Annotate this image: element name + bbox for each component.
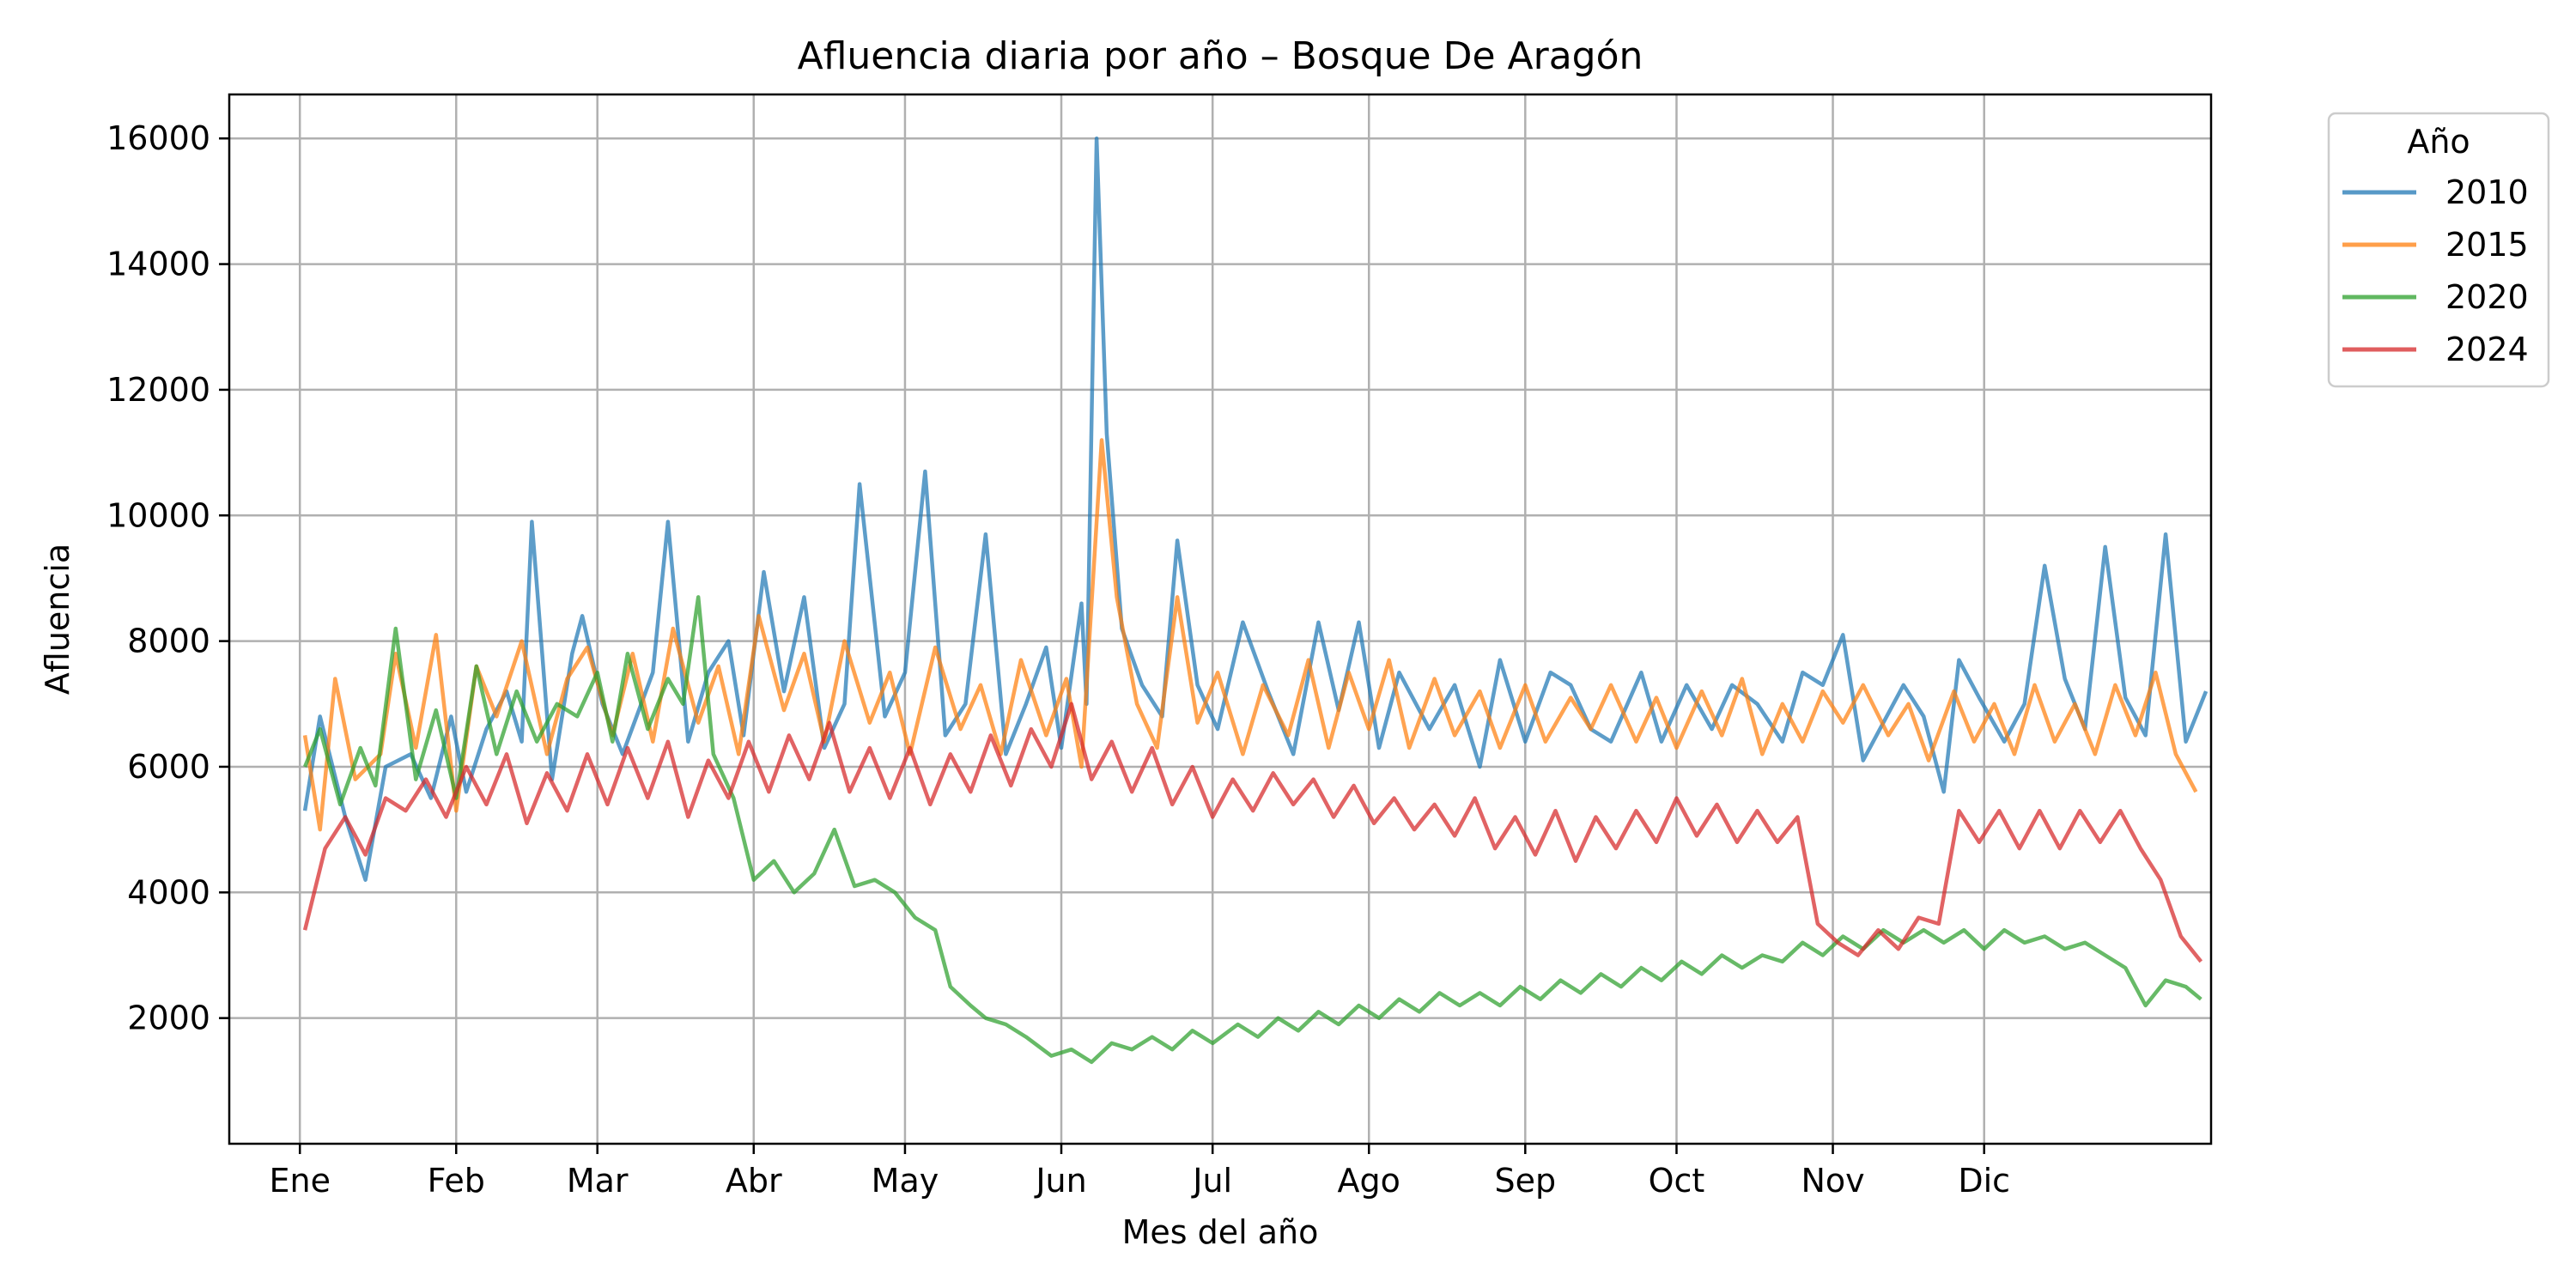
- x-tick-label: Dic: [1958, 1162, 2010, 1200]
- x-tick-label: Mar: [567, 1162, 629, 1200]
- series-lines: [302, 136, 2208, 1065]
- x-axis-ticks: Ene Feb Mar Abr May Jun Jul Ago Sep Oct Nov Dic: [269, 1144, 2010, 1200]
- y-tick-label: 16000: [106, 119, 210, 157]
- y-tick-label: 12000: [106, 371, 210, 409]
- series-line-2020: [303, 595, 2202, 1065]
- x-tick-label: Jul: [1191, 1162, 1232, 1200]
- series-line-2024: [302, 702, 2203, 963]
- x-tick-label: Oct: [1649, 1162, 1705, 1200]
- plot-area-frame: [228, 93, 2213, 1145]
- y-axis-label: Afluencia: [39, 544, 76, 695]
- legend-label-2020: 2020: [2445, 278, 2529, 316]
- legend-title: Año: [2407, 123, 2470, 161]
- legend: Año 2010 2015 2020 2024: [2327, 112, 2550, 388]
- y-tick-label: 8000: [127, 623, 210, 660]
- x-tick-label: May: [872, 1162, 939, 1200]
- chart-title: Afluencia diaria por año – Bosque De Ara…: [798, 34, 1643, 78]
- y-tick-label: 2000: [127, 999, 210, 1037]
- legend-box: [2327, 112, 2550, 388]
- x-tick-label: Nov: [1801, 1162, 1864, 1200]
- legend-label-2015: 2015: [2445, 226, 2529, 264]
- legend-label-2010: 2010: [2445, 173, 2529, 211]
- x-tick-label: Ago: [1338, 1162, 1400, 1200]
- series-line-2010: [302, 136, 2208, 882]
- x-tick-label: Abr: [726, 1162, 782, 1200]
- x-tick-label: Feb: [428, 1162, 485, 1200]
- y-axis-ticks: 2000 4000 6000 8000 10000 12000 14000 16000: [106, 119, 229, 1037]
- y-tick-label: 6000: [127, 748, 210, 786]
- x-axis-label: Mes del año: [1122, 1213, 1319, 1251]
- legend-label-2024: 2024: [2445, 331, 2529, 368]
- y-tick-label: 4000: [127, 873, 210, 911]
- grid-lines: [229, 94, 2211, 1144]
- y-tick-label: 10000: [106, 496, 210, 534]
- y-tick-label: 14000: [106, 246, 210, 283]
- x-tick-label: Sep: [1494, 1162, 1556, 1200]
- x-tick-label: Ene: [269, 1162, 330, 1200]
- x-tick-label: Jun: [1034, 1162, 1086, 1200]
